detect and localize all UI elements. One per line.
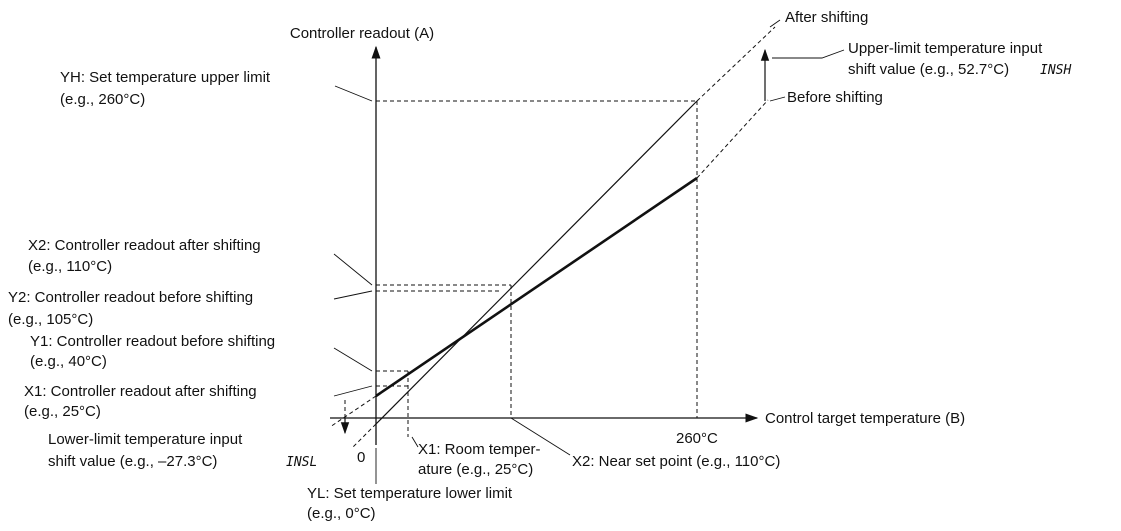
guides <box>344 100 698 437</box>
display-code: INSH <box>1040 63 1071 78</box>
annotation: Y1: Controller readout before shifting <box>30 333 275 350</box>
annotation: Y2: Controller readout before shifting <box>8 289 253 306</box>
line-label: After shifting <box>785 9 868 26</box>
annotation: (e.g., 105°C) <box>8 311 93 328</box>
annotation: ature (e.g., 25°C) <box>418 461 533 478</box>
lines <box>329 26 776 449</box>
origin-label: 0 <box>357 449 365 466</box>
annotation: X2: Near set point (e.g., 110°C) <box>572 453 780 470</box>
axes <box>330 45 759 445</box>
annotation: X1: Controller readout after shifting <box>24 383 257 400</box>
leaders <box>333 19 845 484</box>
annotation: (e.g., 110°C) <box>28 258 112 275</box>
annotation: (e.g., 40°C) <box>30 353 107 370</box>
display-code: INSL <box>286 455 317 470</box>
annotation: shift value (e.g., –27.3°C) <box>48 453 217 470</box>
x-axis-label: Control target temperature (B) <box>765 410 965 427</box>
x-tick-label: 260°C <box>676 430 718 447</box>
annotation: Lower-limit temperature input <box>48 431 243 448</box>
annotation: (e.g., 0°C) <box>307 505 376 522</box>
annotation: Upper-limit temperature input <box>848 40 1043 57</box>
annotation: (e.g., 260°C) <box>60 91 145 108</box>
shift-arrows <box>340 48 770 435</box>
annotation: shift value (e.g., 52.7°C) <box>848 61 1009 78</box>
annotation: YL: Set temperature lower limit <box>307 485 513 502</box>
y-axis-label: Controller readout (A) <box>290 25 434 42</box>
annotation: YH: Set temperature upper limit <box>60 69 271 86</box>
annotation: X2: Controller readout after shifting <box>28 237 261 254</box>
labels: Controller readout (A) Control target te… <box>8 9 1071 522</box>
annotation: (e.g., 25°C) <box>24 403 101 420</box>
line-label: Before shifting <box>787 89 883 106</box>
annotation: X1: Room temper- <box>418 441 541 458</box>
